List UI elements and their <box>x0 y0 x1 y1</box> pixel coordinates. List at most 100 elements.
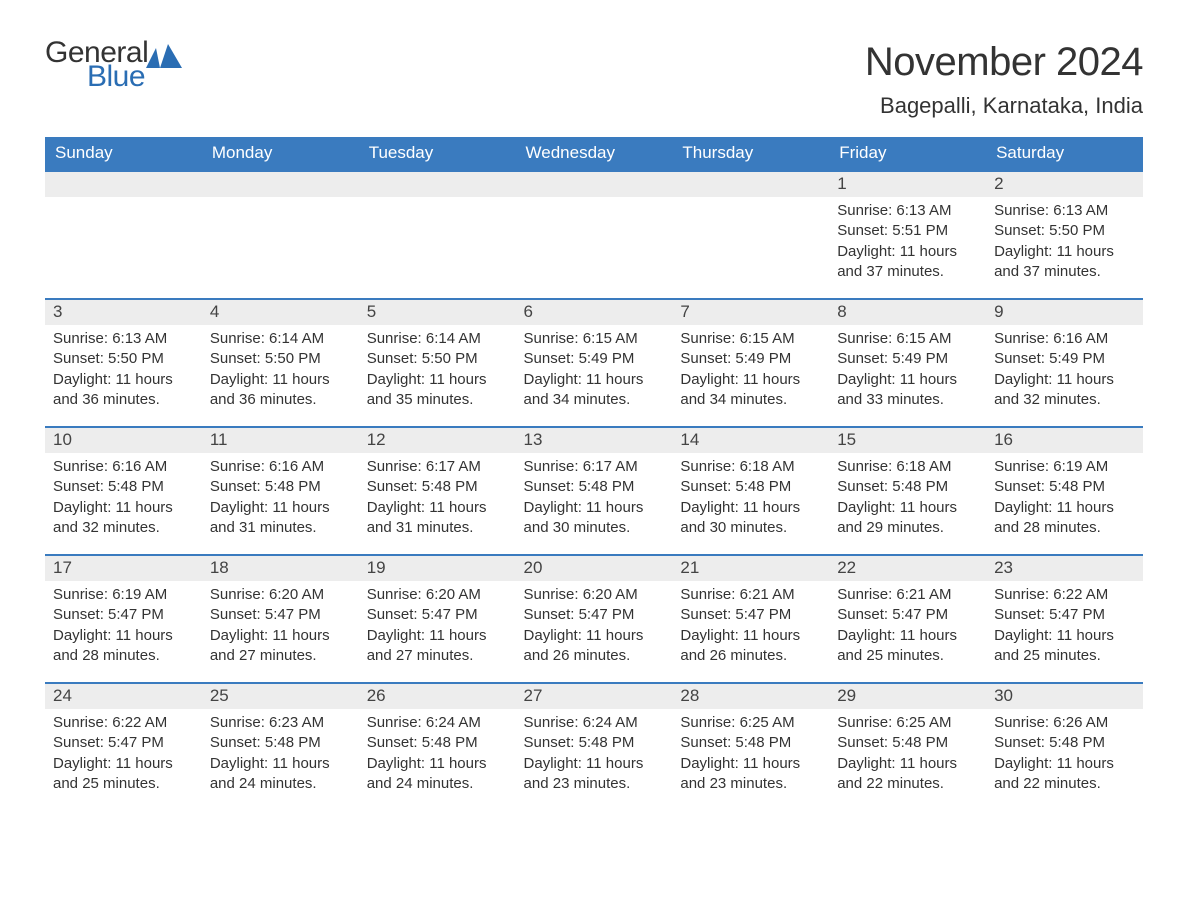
daylight-text-2: and 25 minutes. <box>53 774 194 794</box>
daylight-text-2: and 29 minutes. <box>837 518 978 538</box>
sunset-text: Sunset: 5:49 PM <box>680 349 821 369</box>
day-cell <box>202 170 359 298</box>
day-number: 14 <box>672 426 829 453</box>
daylight-text-2: and 32 minutes. <box>53 518 194 538</box>
sunset-text: Sunset: 5:50 PM <box>210 349 351 369</box>
day-number: 24 <box>45 682 202 709</box>
daylight-text-2: and 36 minutes. <box>210 390 351 410</box>
sunrise-text: Sunrise: 6:16 AM <box>994 329 1135 349</box>
sunset-text: Sunset: 5:48 PM <box>994 733 1135 753</box>
daylight-text-2: and 31 minutes. <box>210 518 351 538</box>
sunset-text: Sunset: 5:47 PM <box>837 605 978 625</box>
sunrise-text: Sunrise: 6:20 AM <box>210 585 351 605</box>
day-cell: 1Sunrise: 6:13 AMSunset: 5:51 PMDaylight… <box>829 170 986 298</box>
sunset-text: Sunset: 5:47 PM <box>367 605 508 625</box>
daylight-text-2: and 37 minutes. <box>994 262 1135 282</box>
sunset-text: Sunset: 5:47 PM <box>53 733 194 753</box>
day-details: Sunrise: 6:18 AMSunset: 5:48 PMDaylight:… <box>672 453 829 542</box>
day-number: 29 <box>829 682 986 709</box>
location-label: Bagepalli, Karnataka, India <box>865 93 1143 119</box>
day-cell <box>672 170 829 298</box>
day-number: 16 <box>986 426 1143 453</box>
day-number: 9 <box>986 298 1143 325</box>
sunset-text: Sunset: 5:50 PM <box>367 349 508 369</box>
sunset-text: Sunset: 5:48 PM <box>367 477 508 497</box>
daylight-text-1: Daylight: 11 hours <box>994 754 1135 774</box>
day-number: 23 <box>986 554 1143 581</box>
day-cell: 27Sunrise: 6:24 AMSunset: 5:48 PMDayligh… <box>516 682 673 810</box>
daylight-text-1: Daylight: 11 hours <box>994 242 1135 262</box>
day-cell: 22Sunrise: 6:21 AMSunset: 5:47 PMDayligh… <box>829 554 986 682</box>
day-details: Sunrise: 6:20 AMSunset: 5:47 PMDaylight:… <box>516 581 673 670</box>
sunrise-text: Sunrise: 6:19 AM <box>994 457 1135 477</box>
day-cell: 16Sunrise: 6:19 AMSunset: 5:48 PMDayligh… <box>986 426 1143 554</box>
daylight-text-1: Daylight: 11 hours <box>210 626 351 646</box>
daylight-text-1: Daylight: 11 hours <box>524 498 665 518</box>
day-cell: 26Sunrise: 6:24 AMSunset: 5:48 PMDayligh… <box>359 682 516 810</box>
day-number-bar-empty <box>516 170 673 197</box>
day-details: Sunrise: 6:13 AMSunset: 5:51 PMDaylight:… <box>829 197 986 286</box>
daylight-text-2: and 28 minutes. <box>994 518 1135 538</box>
day-number: 1 <box>829 170 986 197</box>
daylight-text-2: and 28 minutes. <box>53 646 194 666</box>
week-row: 17Sunrise: 6:19 AMSunset: 5:47 PMDayligh… <box>45 554 1143 682</box>
day-cell: 30Sunrise: 6:26 AMSunset: 5:48 PMDayligh… <box>986 682 1143 810</box>
daylight-text-2: and 37 minutes. <box>837 262 978 282</box>
day-details: Sunrise: 6:14 AMSunset: 5:50 PMDaylight:… <box>202 325 359 414</box>
daylight-text-1: Daylight: 11 hours <box>837 242 978 262</box>
daylight-text-2: and 25 minutes. <box>994 646 1135 666</box>
sunset-text: Sunset: 5:47 PM <box>210 605 351 625</box>
daylight-text-1: Daylight: 11 hours <box>680 370 821 390</box>
daylight-text-1: Daylight: 11 hours <box>367 370 508 390</box>
daylight-text-2: and 26 minutes. <box>680 646 821 666</box>
day-details: Sunrise: 6:16 AMSunset: 5:48 PMDaylight:… <box>45 453 202 542</box>
day-number: 26 <box>359 682 516 709</box>
day-header: Tuesday <box>359 137 516 170</box>
day-details: Sunrise: 6:13 AMSunset: 5:50 PMDaylight:… <box>45 325 202 414</box>
page-header: General Blue November 2024 Bagepalli, Ka… <box>45 40 1143 119</box>
day-cell: 3Sunrise: 6:13 AMSunset: 5:50 PMDaylight… <box>45 298 202 426</box>
sunset-text: Sunset: 5:49 PM <box>837 349 978 369</box>
day-cell: 18Sunrise: 6:20 AMSunset: 5:47 PMDayligh… <box>202 554 359 682</box>
sunset-text: Sunset: 5:47 PM <box>680 605 821 625</box>
sunrise-text: Sunrise: 6:15 AM <box>680 329 821 349</box>
day-number-bar-empty <box>45 170 202 197</box>
sunset-text: Sunset: 5:48 PM <box>210 477 351 497</box>
day-details: Sunrise: 6:21 AMSunset: 5:47 PMDaylight:… <box>829 581 986 670</box>
day-number: 22 <box>829 554 986 581</box>
sunset-text: Sunset: 5:49 PM <box>524 349 665 369</box>
day-details: Sunrise: 6:22 AMSunset: 5:47 PMDaylight:… <box>45 709 202 798</box>
daylight-text-2: and 34 minutes. <box>680 390 821 410</box>
day-details: Sunrise: 6:21 AMSunset: 5:47 PMDaylight:… <box>672 581 829 670</box>
sunrise-text: Sunrise: 6:24 AM <box>367 713 508 733</box>
day-number-bar-empty <box>359 170 516 197</box>
day-cell: 9Sunrise: 6:16 AMSunset: 5:49 PMDaylight… <box>986 298 1143 426</box>
day-number: 27 <box>516 682 673 709</box>
daylight-text-1: Daylight: 11 hours <box>994 626 1135 646</box>
week-row: 3Sunrise: 6:13 AMSunset: 5:50 PMDaylight… <box>45 298 1143 426</box>
daylight-text-2: and 22 minutes. <box>837 774 978 794</box>
day-number: 28 <box>672 682 829 709</box>
day-details: Sunrise: 6:13 AMSunset: 5:50 PMDaylight:… <box>986 197 1143 286</box>
daylight-text-1: Daylight: 11 hours <box>210 498 351 518</box>
day-details: Sunrise: 6:19 AMSunset: 5:48 PMDaylight:… <box>986 453 1143 542</box>
week-row: 10Sunrise: 6:16 AMSunset: 5:48 PMDayligh… <box>45 426 1143 554</box>
day-cell: 25Sunrise: 6:23 AMSunset: 5:48 PMDayligh… <box>202 682 359 810</box>
sunset-text: Sunset: 5:47 PM <box>53 605 194 625</box>
day-number: 3 <box>45 298 202 325</box>
day-number: 10 <box>45 426 202 453</box>
day-number: 5 <box>359 298 516 325</box>
day-cell: 7Sunrise: 6:15 AMSunset: 5:49 PMDaylight… <box>672 298 829 426</box>
day-cell: 2Sunrise: 6:13 AMSunset: 5:50 PMDaylight… <box>986 170 1143 298</box>
daylight-text-1: Daylight: 11 hours <box>680 754 821 774</box>
daylight-text-2: and 36 minutes. <box>53 390 194 410</box>
day-header-row: Sunday Monday Tuesday Wednesday Thursday… <box>45 137 1143 170</box>
sunrise-text: Sunrise: 6:24 AM <box>524 713 665 733</box>
sunset-text: Sunset: 5:47 PM <box>524 605 665 625</box>
month-title: November 2024 <box>865 40 1143 85</box>
day-cell: 15Sunrise: 6:18 AMSunset: 5:48 PMDayligh… <box>829 426 986 554</box>
day-header: Friday <box>829 137 986 170</box>
day-number: 21 <box>672 554 829 581</box>
daylight-text-1: Daylight: 11 hours <box>53 370 194 390</box>
sunset-text: Sunset: 5:48 PM <box>680 477 821 497</box>
